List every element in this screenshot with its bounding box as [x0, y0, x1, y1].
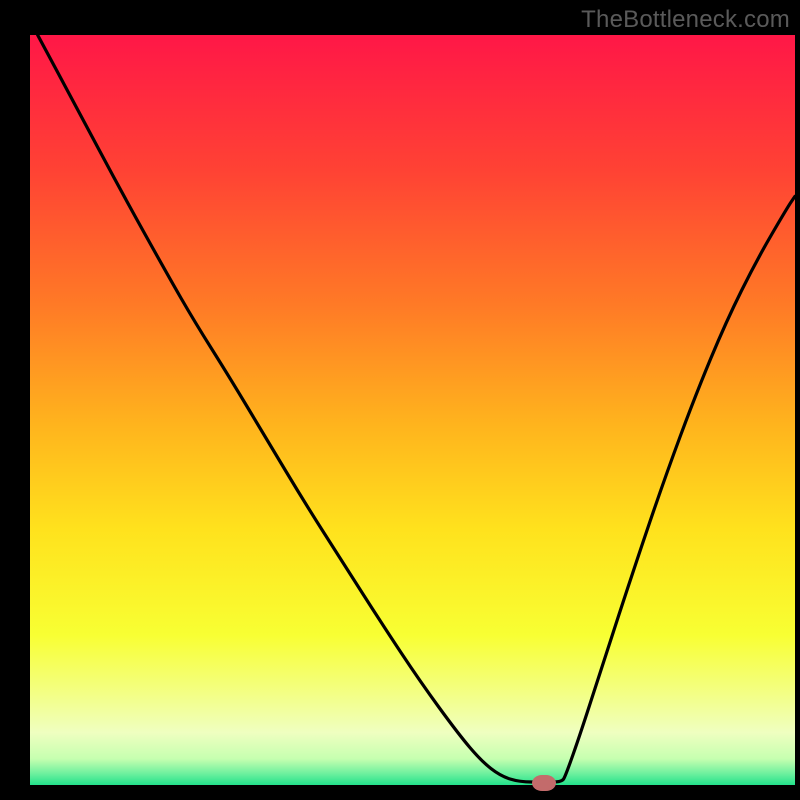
bottleneck-plot: [0, 0, 800, 800]
chart-frame: TheBottleneck.com: [0, 0, 800, 800]
watermark-text: TheBottleneck.com: [581, 6, 790, 34]
optimal-point-marker: [532, 775, 556, 791]
